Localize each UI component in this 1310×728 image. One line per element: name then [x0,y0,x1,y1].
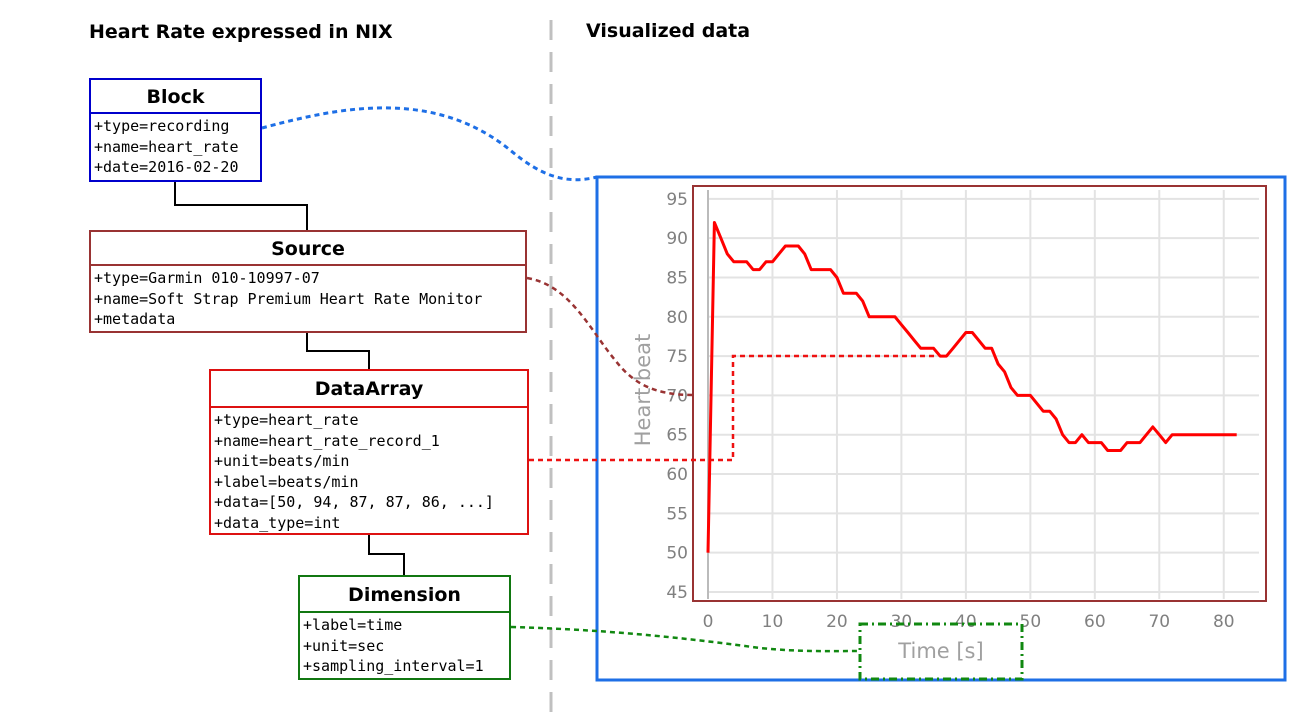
dataarray-title: DataArray [211,371,527,408]
chart-grid [707,190,1259,599]
source-box: Source +type=Garmin 010-10997-07 +name=S… [89,230,527,333]
y-tick-label: 50 [666,544,688,564]
source-attr-metadata: +metadata [94,310,176,328]
dimension-attr-interval: +sampling_interval=1 [303,657,484,675]
x-tick-label: 30 [891,612,913,632]
block-attr-name: +name=heart_rate [94,137,239,156]
block-title: Block [91,80,260,114]
block-plot-link [261,106,598,182]
x-tick-label: 20 [826,612,848,632]
plot-frame [595,175,1287,682]
x-tick-label: 70 [1148,612,1170,632]
dimension-box: Dimension +label=time +unit=sec +samplin… [298,575,511,680]
y-tick-label: 75 [666,347,688,367]
dataarray-attr-label: +label=beats/min [214,472,359,491]
dataarray-attr-datatype: +data_type=int [214,513,341,532]
block-attr-type: +type=recording [94,117,230,135]
nix-heading: Heart Rate expressed in NIX [89,21,393,43]
dimension-attr-label: +label=time [303,616,403,634]
y-tick-label: 45 [666,583,688,603]
dataarray-attr-data: +data=[50, 94, 87, 87, 86, ...] [214,493,494,511]
source-dataarray-connector [306,332,370,370]
y-tick-label: 70 [666,386,688,406]
y-tick-label: 95 [666,190,688,210]
dataarray-attr-unit: +unit=beats/min [214,452,350,470]
chart-ticks: 45 50 55 60 65 70 75 80 85 90 95 0 10 20 30 40 50 60 70 80 [666,190,1234,632]
source-attr-name: +name=Soft Strap Premium Heart Rate Moni… [94,289,483,308]
x-axis-label: Time [s] [897,639,983,663]
source-attr-type: +type=Garmin 010-10997-07 [94,269,320,287]
y-axis-label: Heart beat [631,334,655,446]
dimension-xlabel-link [510,625,861,653]
y-tick-label: 90 [666,229,688,249]
source-title: Source [91,232,525,266]
x-tick-label: 80 [1213,612,1235,632]
y-tick-label: 85 [666,268,688,288]
x-tick-label: 10 [762,612,784,632]
y-tick-label: 65 [666,426,688,446]
dataarray-attr-name: +name=heart_rate_record_1 [214,431,440,450]
heart-rate-line [706,221,1237,553]
x-tick-label: 50 [1020,612,1042,632]
visualized-heading: Visualized data [586,20,751,42]
dataarray-dimension-connector [368,534,405,576]
block-attr-date: +date=2016-02-20 [94,158,239,176]
block-box: Block +type=recording +name=heart_rate +… [89,78,262,182]
dataarray-box: DataArray +type=heart_rate +name=heart_r… [209,369,529,535]
dimension-title: Dimension [300,577,509,613]
y-tick-label: 55 [666,504,688,524]
plot-inner-frame [692,185,1267,602]
x-tick-label: 0 [703,612,714,632]
x-tick-label: 40 [955,612,977,632]
block-source-connector [174,181,308,231]
y-tick-label: 80 [666,308,688,328]
y-tick-label: 60 [666,465,688,485]
dataarray-attr-type: +type=heart_rate [214,411,359,429]
dimension-attr-unit: +unit=sec [303,636,385,655]
dataarray-line-link [529,354,935,462]
x-tick-label: 60 [1084,612,1106,632]
